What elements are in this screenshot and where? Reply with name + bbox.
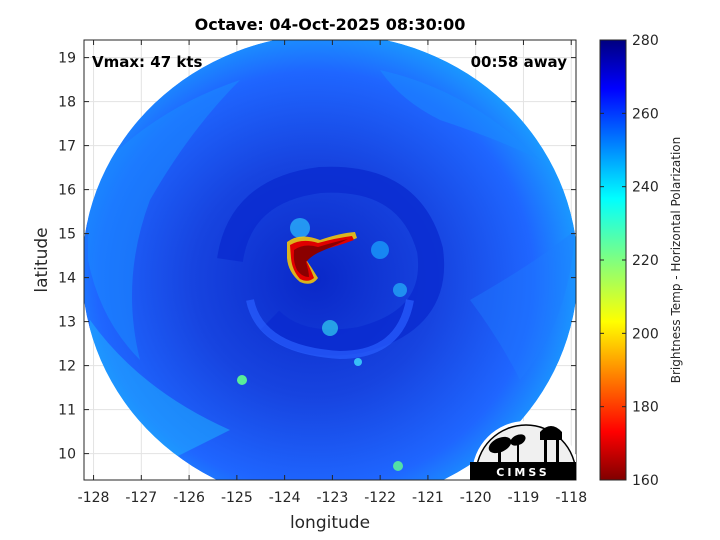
x-tick-label: -123: [316, 490, 348, 506]
x-tick-label: -121: [412, 490, 444, 506]
x-tick-label: -128: [78, 490, 110, 506]
y-tick-label: 14: [58, 271, 76, 287]
colorbar-ticks: 280 260 240 220 200 180 160: [600, 33, 659, 489]
x-axis-label: longitude: [290, 513, 370, 533]
y-tick-label: 18: [58, 95, 76, 111]
y-tick-label: 10: [58, 447, 76, 463]
x-tick-label: -124: [269, 490, 301, 506]
x-tick-label: -120: [460, 490, 492, 506]
colorbar-label: Brightness Temp - Horizontal Polarizatio…: [669, 137, 683, 384]
x-tick-label: -119: [508, 490, 540, 506]
axes-box: [83, 39, 577, 481]
y-tick-label: 11: [58, 403, 76, 419]
colorbar-tick-label: 160: [632, 473, 659, 489]
x-tick-label: -127: [125, 490, 157, 506]
vmax-annotation: Vmax: 47 kts: [92, 53, 202, 71]
eta-annotation: 00:58 away: [471, 53, 568, 71]
colorbar-tick-label: 280: [632, 33, 659, 49]
y-tick-label: 15: [58, 227, 76, 243]
y-tick-label: 19: [58, 51, 76, 67]
x-tick-label: -118: [555, 490, 587, 506]
y-tick-label: 12: [58, 359, 76, 375]
y-tick-label: 17: [58, 139, 76, 155]
colorbar: [599, 39, 627, 481]
microwave-swath: [84, 40, 576, 480]
plot-title: Octave: 04-Oct-2025 08:30:00: [195, 15, 466, 34]
colorbar-tick-label: 240: [632, 180, 659, 196]
cimss-logo: CIMSS: [470, 421, 576, 480]
x-tick-label: -122: [364, 490, 396, 506]
y-axis-label: latitude: [32, 227, 52, 292]
x-tick-label: -126: [173, 490, 205, 506]
colorbar-tick-label: 200: [632, 326, 659, 342]
y-tick-label: 13: [58, 315, 76, 331]
y-tick-label: 16: [58, 183, 76, 199]
logo-text: CIMSS: [496, 466, 549, 479]
x-axis-ticks: -128 -127 -126 -125 -124 -123 -122 -121 -120 -119…: [78, 40, 587, 506]
colorbar-tick-label: 260: [632, 106, 659, 122]
colorbar-tick-label: 180: [632, 400, 659, 416]
y-axis-ticks: 19 18 17 16 15 14 13 12 11 10: [58, 51, 576, 463]
x-tick-label: -125: [221, 490, 253, 506]
colorbar-tick-label: 220: [632, 253, 659, 269]
